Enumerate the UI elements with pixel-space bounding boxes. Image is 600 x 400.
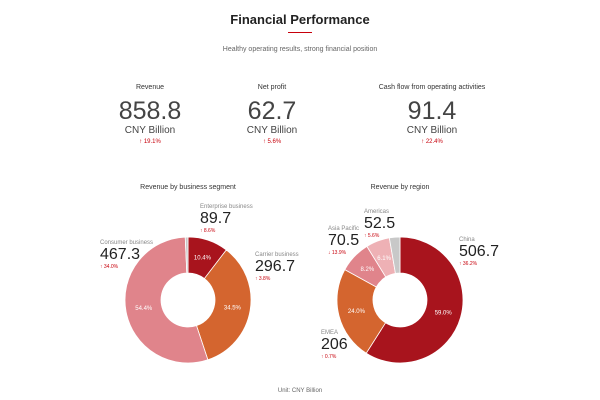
callout-china: China 506.7 ↑ 36.2% (459, 237, 499, 267)
chart-title: Revenue by business segment (140, 184, 236, 191)
callout-enterprise: Enterprise business 89.7 ↑ 8.6% (200, 204, 253, 234)
kpi-change: ↑ 19.1% (139, 139, 161, 145)
slice-percent-label: 8.2% (361, 267, 375, 273)
slice-label: Consumer business (100, 240, 154, 246)
callout-emea: EMEA 206 ↑ 0.7% (321, 330, 348, 360)
callout-americas: Americas 52.5 ↑ 5.6% (364, 209, 395, 239)
donut-slice (388, 236, 401, 274)
slice-value: 70.5 (328, 232, 360, 249)
slice-label: Carrier business (255, 252, 299, 258)
slice-percent-label: 54.4% (135, 306, 153, 312)
slice-label: Enterprise business (200, 204, 253, 210)
slice-change: ↑ 8.6% (200, 228, 216, 234)
slice-value: 52.5 (364, 215, 396, 232)
callout-consumer: Consumer business 467.3 ↑ 34.0% (100, 240, 153, 270)
slice-percent-label: 10.4% (194, 255, 212, 261)
kpi-unit: CNY Billion (124, 125, 176, 136)
kpi-label: Cash flow from operating activities (378, 84, 486, 91)
donut-slice (124, 236, 209, 364)
title-underline (288, 32, 312, 33)
footer-unit: Unit: CNY Billion (277, 388, 323, 394)
slice-value: 89.7 (200, 210, 232, 227)
kpi-change: ↑ 5.6% (262, 139, 282, 145)
slice-change: ↑ 3.8% (255, 276, 271, 282)
slice-percent-label: 34.5% (224, 305, 242, 311)
kpi-change: ↑ 22.4% (421, 139, 443, 145)
slice-percent-label: 24.0% (348, 309, 366, 315)
slice-label: China (459, 237, 475, 243)
callout-asia-pacific: Asia Pacific 70.5 ↓ 13.9% (328, 226, 359, 256)
slice-percent-label: 59.0% (435, 311, 453, 317)
kpi-unit: CNY Billion (246, 125, 298, 136)
slice-label: Americas (364, 209, 390, 215)
kpi-label: Revenue (135, 84, 165, 91)
slice-percent-label: 6.1% (377, 256, 391, 262)
kpi-value: 62.7 (247, 97, 297, 125)
donut-slice (184, 236, 189, 274)
slice-label: Asia Pacific (328, 226, 360, 232)
donut-slice (365, 236, 464, 364)
slice-change: ↑ 5.6% (364, 233, 380, 239)
slice-value: 506.7 (459, 243, 500, 260)
slice-label: EMEA (321, 330, 339, 336)
slice-change: ↑ 34.0% (100, 264, 119, 270)
slice-change: ↑ 36.2% (459, 261, 478, 267)
page-subtitle: Healthy operating results, strong financ… (222, 46, 378, 53)
page-title: Financial Performance (230, 12, 370, 27)
kpi-label: Net profit (257, 84, 287, 91)
slice-value: 206 (321, 336, 348, 353)
kpi-unit: CNY Billion (406, 125, 458, 136)
slice-value: 467.3 (100, 246, 141, 263)
kpi-value: 858.8 (118, 97, 182, 125)
chart-title: Revenue by region (370, 184, 430, 191)
slice-value: 296.7 (255, 258, 296, 275)
callout-carrier: Carrier business 296.7 ↑ 3.8% (255, 252, 299, 282)
slice-change: ↑ 0.7% (321, 354, 337, 360)
kpi-value: 91.4 (407, 97, 457, 125)
slice-change: ↓ 13.9% (328, 250, 347, 256)
donut-slice (195, 249, 252, 361)
donut-slice (336, 269, 387, 354)
